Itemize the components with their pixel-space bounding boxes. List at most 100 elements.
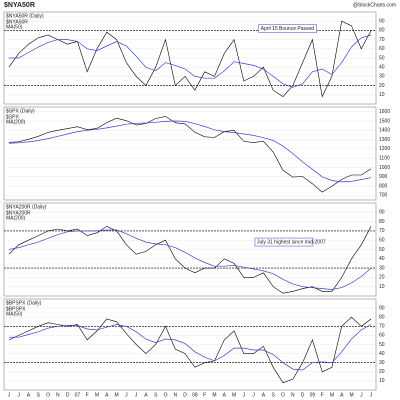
annotation: July 31 highest since mid-2007 [257,239,326,245]
x-tick-label: J [135,392,138,398]
legend-entry: $BPSPX [6,306,26,312]
panel-title: $NYA200R (Daily) [6,204,47,210]
source: @StockCharts.com [353,2,396,8]
y-tick-label: 700 [379,193,388,199]
y-tick-label: 30 [379,360,385,366]
x-tick-label: M [330,392,334,398]
x-tick-label: D [183,392,187,398]
legend-entry: $NYA50R [6,19,28,25]
x-tick-label: A [105,392,109,398]
y-tick-label: 1100 [379,155,390,161]
x-tick-label: M [232,392,236,398]
x-tick-label: N [291,392,295,398]
x-tick-label: 08 [192,392,198,398]
x-tick-label: J [360,392,363,398]
x-tick-label: O [281,392,285,398]
y-tick-label: 70 [379,324,385,330]
y-tick-label: 80 [379,219,385,225]
x-tick-label: S [272,392,276,398]
x-tick-label: M [212,392,216,398]
x-tick-label: M [95,392,99,398]
x-tick-label: A [262,392,266,398]
x-tick-label: 07 [75,392,81,398]
x-tick-label: S [154,392,158,398]
y-tick-label: 10 [379,378,385,384]
x-tick-label: F [86,392,89,398]
legend-entry: $SPX [6,114,19,120]
y-tick-label: 30 [379,74,385,80]
series-line [8,120,372,183]
series-line [8,116,372,193]
x-tick-label: F [203,392,206,398]
y-tick-label: 40 [379,256,385,262]
legend-entry: MA(200) [6,215,26,221]
panel-frame [3,106,377,201]
series-line [8,229,372,290]
series-line [8,324,372,371]
y-tick-label: 90 [379,210,385,216]
series-line [8,316,372,384]
y-tick-label: 70 [379,228,385,234]
y-tick-label: 10 [379,284,385,290]
x-tick-label: J [252,392,255,398]
legend-entry: MA(200) [6,119,26,125]
x-tick-label: O [46,392,50,398]
annotation-box [258,24,317,33]
y-tick-label: 60 [379,238,385,244]
y-tick-label: 50 [379,55,385,61]
x-tick-label: D [301,392,305,398]
x-tick-label: J [243,392,246,398]
x-tick-label: O [164,392,168,398]
series-line [8,225,372,294]
y-tick-label: 1000 [379,165,390,171]
y-tick-label: 1600 [379,109,390,115]
x-tick-label: J [17,392,20,398]
x-tick-label: J [370,392,373,398]
y-tick-label: 90 [379,19,385,25]
y-tick-label: 60 [379,333,385,339]
x-tick-label: N [174,392,178,398]
legend-entry: MA(50) [6,311,23,317]
y-tick-label: 900 [379,174,388,180]
panel-title: $BPSPX (Daily) [6,300,42,306]
x-tick-label: N [56,392,60,398]
legend-entry: MA(50) [6,24,23,30]
x-tick-label: A [223,392,227,398]
y-tick-label: 60 [379,46,385,52]
x-tick-label: J [8,392,11,398]
x-tick-label: A [340,392,344,398]
y-tick-label: 80 [379,315,385,321]
x-tick-label: M [114,392,118,398]
y-tick-label: 1400 [379,128,390,134]
y-tick-label: 10 [379,92,385,98]
x-tick-label: A [27,392,31,398]
annotation-box [254,237,314,247]
y-tick-label: 50 [379,342,385,348]
y-tick-label: 40 [379,351,385,357]
panel-title: $SPX (Daily) [6,108,35,114]
x-tick-label: F [321,392,324,398]
y-tick-label: 1500 [379,118,390,124]
y-tick-label: 1300 [379,137,390,143]
x-tick-label: D [66,392,70,398]
y-tick-label: 40 [379,65,385,71]
legend-entry: $NYA200R [6,210,31,216]
y-tick-label: 20 [379,275,385,281]
annotation: April 15 Bounce Passed [261,26,315,32]
y-tick-label: 90 [379,305,385,311]
series-line [8,20,372,98]
x-tick-label: 09 [310,392,316,398]
y-tick-label: 70 [379,37,385,43]
main-title: $NYA50R [4,2,35,9]
x-tick-label: M [349,392,353,398]
y-tick-label: 50 [379,247,385,253]
x-tick-label: S [37,392,41,398]
y-tick-label: 800 [379,183,388,189]
series-line [8,34,372,88]
y-tick-label: 1200 [379,146,390,152]
y-tick-label: 30 [379,265,385,271]
y-tick-label: 20 [379,83,385,89]
y-tick-label: 20 [379,369,385,375]
